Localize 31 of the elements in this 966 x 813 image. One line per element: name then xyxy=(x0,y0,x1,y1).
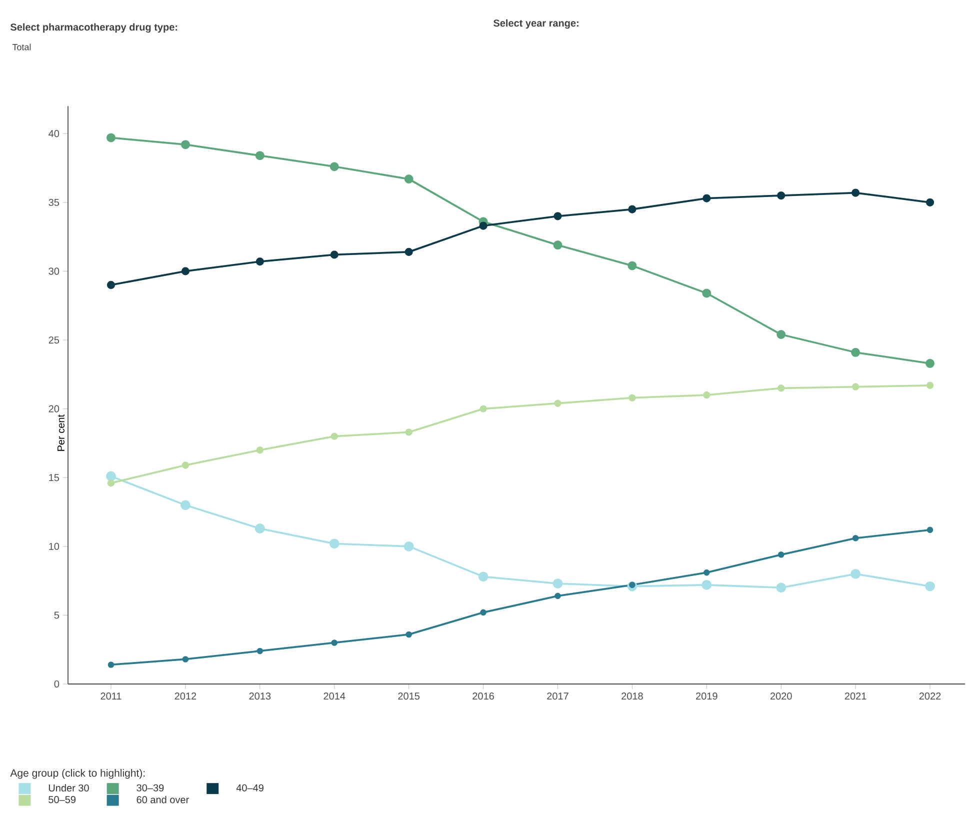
legend-label: 30–39 xyxy=(136,784,164,792)
text: Total xyxy=(12,44,31,50)
x-tick-label: 2021 xyxy=(844,692,866,700)
y-tick-label: 10 xyxy=(49,542,60,550)
legend-label: 40–49 xyxy=(236,784,264,792)
legend-label: Under 30 xyxy=(48,784,89,792)
y-tick-label: 20 xyxy=(48,405,60,412)
y-tick-label: 0 xyxy=(54,680,60,688)
text: Select pharmacotherapy drug type: xyxy=(10,23,178,33)
x-tick-label: 2014 xyxy=(324,692,346,700)
x-tick-label: 2013 xyxy=(249,692,271,700)
text: Select year range: xyxy=(493,19,578,29)
x-tick-label: 2016 xyxy=(472,692,494,700)
legend-label: 50–59 xyxy=(48,796,76,804)
x-tick-label: 2018 xyxy=(622,692,643,700)
y-axis-title: Per cent xyxy=(58,414,64,451)
x-tick-label: 2022 xyxy=(919,692,941,700)
x-tick-label: 2015 xyxy=(398,692,420,700)
legend-title: Age group (click to highlight): xyxy=(10,769,145,779)
legend-label: 60 and over xyxy=(136,796,189,804)
x-tick-label: 2019 xyxy=(696,692,718,700)
y-tick-label: 35 xyxy=(48,198,60,206)
x-tick-label: 2011 xyxy=(100,692,122,700)
y-tick-label: 25 xyxy=(48,336,60,344)
x-tick-label: 2017 xyxy=(547,692,568,700)
y-tick-label: 15 xyxy=(49,474,60,482)
y-tick-label: 40 xyxy=(48,130,60,138)
x-tick-label: 2020 xyxy=(770,692,792,700)
y-tick-label: 30 xyxy=(48,268,60,275)
y-tick-label: 5 xyxy=(54,612,60,619)
x-tick-label: 2012 xyxy=(174,692,196,700)
